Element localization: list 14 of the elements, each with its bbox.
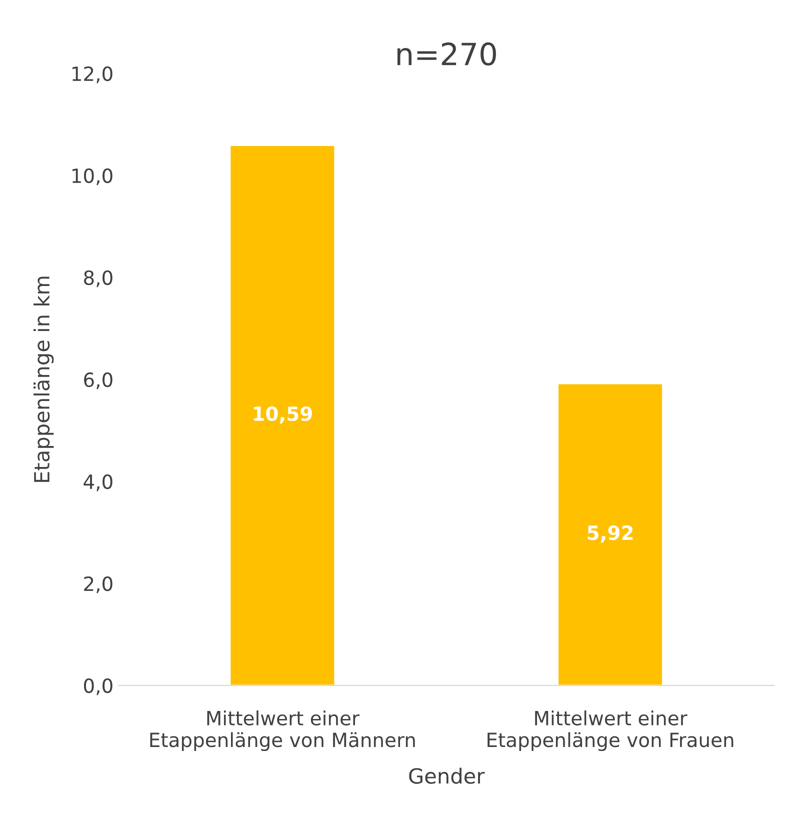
x-tick-label: Mittelwert einer Etappenlänge von Männern <box>150 710 415 752</box>
y-tick-label: 0,0 <box>84 678 112 696</box>
y-tick-label: 8,0 <box>84 270 112 288</box>
x-tick-label: Mittelwert einer Etappenlänge von Frauen <box>488 710 734 752</box>
y-tick-label: 10,0 <box>72 168 112 186</box>
y-tick-label: 4,0 <box>84 474 112 492</box>
x-axis-title: Gender <box>409 768 485 784</box>
y-tick-label: 2,0 <box>84 576 112 594</box>
data-label: 10,59 <box>254 406 312 424</box>
y-axis-title: Etappenlänge in km <box>34 276 54 482</box>
data-label: 5,92 <box>588 525 633 543</box>
y-tick-label: 12,0 <box>72 66 112 84</box>
chart-title: n=270 <box>397 42 496 66</box>
y-tick-label: 6,0 <box>84 372 112 390</box>
